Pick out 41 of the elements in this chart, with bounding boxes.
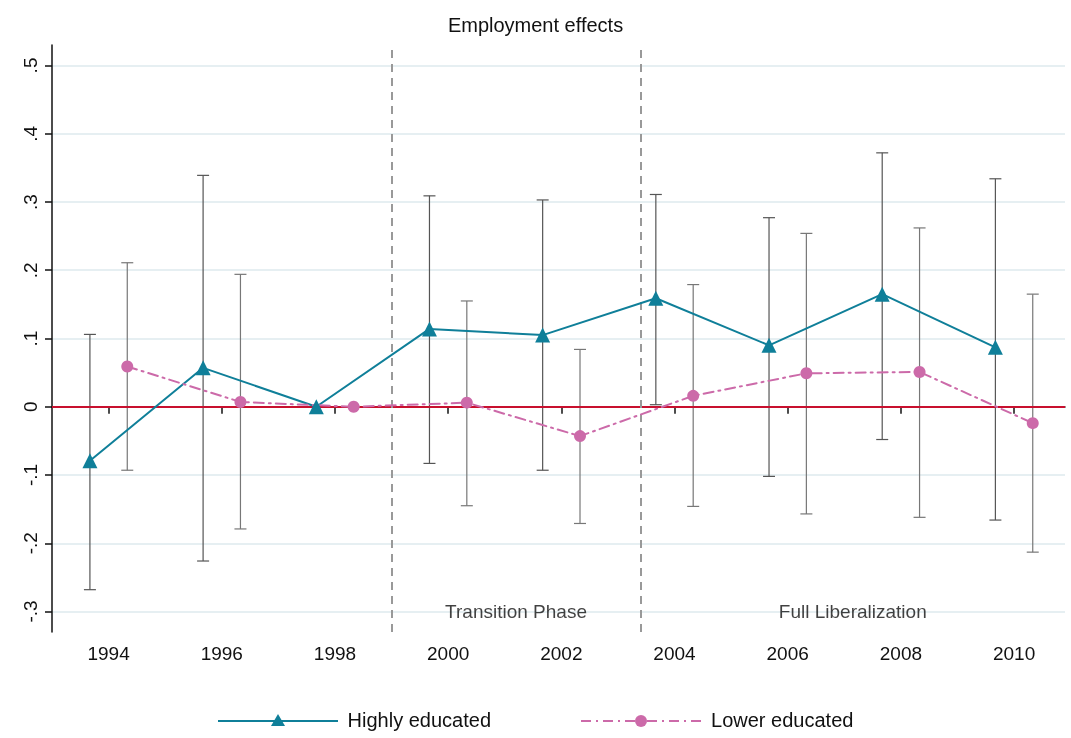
y-tick-label: .3 <box>20 194 41 210</box>
point <box>800 367 813 380</box>
point <box>1026 417 1039 430</box>
x-tick-label: 2010 <box>992 643 1036 664</box>
point <box>308 399 324 415</box>
legend-label: Lower educated <box>711 709 854 732</box>
point <box>913 365 926 378</box>
point <box>421 321 437 337</box>
y-tick-label: -.1 <box>20 463 41 487</box>
y-tick-label: .1 <box>20 330 41 347</box>
x-tick-label: 2002 <box>540 643 583 664</box>
point <box>82 453 98 469</box>
point <box>987 339 1003 355</box>
y-tick-label: 0 <box>20 401 41 413</box>
point <box>535 327 551 343</box>
x-tick-label: 2006 <box>766 643 809 664</box>
annotation: Full Liberalization <box>778 601 927 623</box>
chart-title: Employment effects <box>447 14 624 36</box>
y-tick-label: .2 <box>20 262 41 279</box>
point <box>234 395 247 408</box>
x-tick-label: 2004 <box>653 643 697 664</box>
point <box>687 389 700 402</box>
x-tick-label: 1998 <box>313 643 357 664</box>
point <box>347 400 360 413</box>
y-tick-label: -.3 <box>20 600 41 623</box>
y-tick-label: .4 <box>20 125 41 142</box>
point <box>195 360 211 376</box>
x-tick-label: 1994 <box>87 643 131 664</box>
point <box>460 396 473 409</box>
point <box>761 337 777 353</box>
point <box>574 430 587 443</box>
annotation: Transition Phase <box>445 601 587 623</box>
legend-label: Highly educated <box>347 709 492 732</box>
y-tick-label: -.2 <box>20 532 41 555</box>
point <box>121 360 134 373</box>
point <box>874 286 890 302</box>
point <box>648 290 664 306</box>
x-tick-label: 2000 <box>427 643 470 664</box>
y-tick-label: .5 <box>20 57 41 74</box>
x-tick-label: 1996 <box>200 643 243 664</box>
x-tick-label: 2008 <box>879 643 923 664</box>
